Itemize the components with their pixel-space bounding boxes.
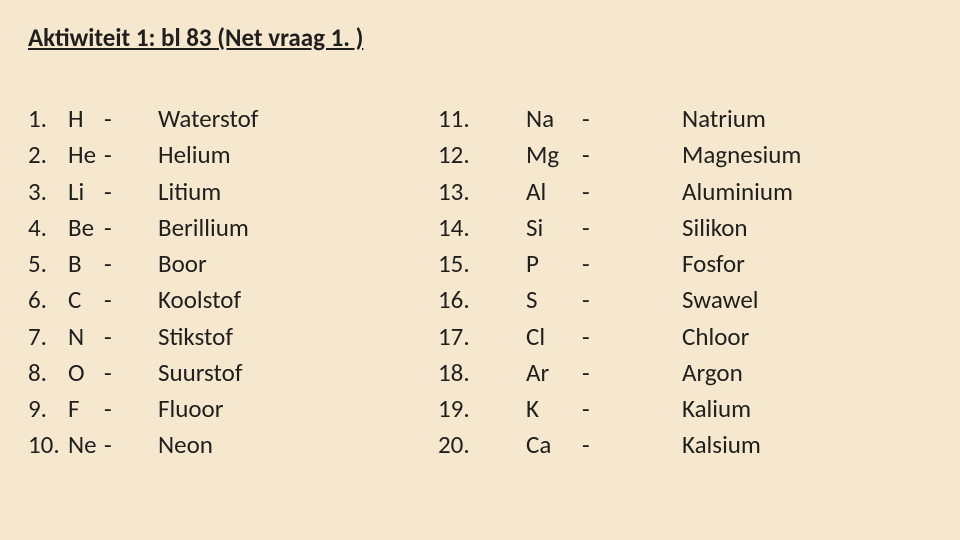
cell-number: 8. xyxy=(28,355,68,391)
cell-number: 9. xyxy=(28,391,68,427)
cell-symbol: Be xyxy=(68,210,104,246)
cell-dash: - xyxy=(582,391,682,427)
cell-symbol: Ca xyxy=(526,427,582,463)
cell-symbol: B xyxy=(68,246,104,282)
cell-symbol: Al xyxy=(526,174,582,210)
cell-dash: - xyxy=(582,101,682,137)
col-left-number: 1. 2. 3. 4. 5. 6. 7. 8. 9. 10. xyxy=(28,101,68,464)
cell-number: 12. xyxy=(438,137,526,173)
cell-dash: - xyxy=(104,137,158,173)
cell-name: Berillium xyxy=(158,210,438,246)
cell-dash: - xyxy=(104,427,158,463)
cell-symbol: C xyxy=(68,282,104,318)
cell-dash: - xyxy=(582,319,682,355)
cell-name: Boor xyxy=(158,246,438,282)
cell-name: Swawel xyxy=(682,282,882,318)
cell-name: Koolstof xyxy=(158,282,438,318)
cell-name: Stikstof xyxy=(158,319,438,355)
col-right-symbol: Na Mg Al Si P S Cl Ar K Ca xyxy=(526,101,582,464)
col-right-name: Natrium Magnesium Aluminium Silikon Fosf… xyxy=(682,101,882,464)
cell-name: Magnesium xyxy=(682,137,882,173)
cell-name: Suurstof xyxy=(158,355,438,391)
cell-symbol: Si xyxy=(526,210,582,246)
cell-symbol: Cl xyxy=(526,319,582,355)
cell-dash: - xyxy=(104,174,158,210)
cell-number: 7. xyxy=(28,319,68,355)
col-right-number: 11. 12. 13. 14. 15. 16. 17. 18. 19. 20. xyxy=(438,101,526,464)
cell-dash: - xyxy=(104,391,158,427)
cell-dash: - xyxy=(104,210,158,246)
cell-dash: - xyxy=(104,246,158,282)
cell-number: 14. xyxy=(438,210,526,246)
cell-dash: - xyxy=(104,101,158,137)
cell-name: Neon xyxy=(158,427,438,463)
cell-dash: - xyxy=(582,355,682,391)
cell-number: 19. xyxy=(438,391,526,427)
cell-name: Helium xyxy=(158,137,438,173)
cell-dash: - xyxy=(104,282,158,318)
cell-dash: - xyxy=(582,427,682,463)
cell-dash: - xyxy=(582,246,682,282)
cell-dash: - xyxy=(104,319,158,355)
cell-name: Aluminium xyxy=(682,174,882,210)
cell-symbol: F xyxy=(68,391,104,427)
cell-dash: - xyxy=(582,282,682,318)
cell-number: 2. xyxy=(28,137,68,173)
cell-symbol: Ne xyxy=(68,427,104,463)
element-list: 1. 2. 3. 4. 5. 6. 7. 8. 9. 10. H He Li B… xyxy=(28,101,932,464)
cell-symbol: H xyxy=(68,101,104,137)
cell-name: Kalsium xyxy=(682,427,882,463)
cell-number: 1. xyxy=(28,101,68,137)
cell-dash: - xyxy=(582,210,682,246)
cell-number: 6. xyxy=(28,282,68,318)
cell-name: Chloor xyxy=(682,319,882,355)
cell-symbol: Na xyxy=(526,101,582,137)
cell-number: 15. xyxy=(438,246,526,282)
cell-name: Litium xyxy=(158,174,438,210)
cell-number: 16. xyxy=(438,282,526,318)
cell-name: Fosfor xyxy=(682,246,882,282)
cell-symbol: K xyxy=(526,391,582,427)
cell-name: Fluoor xyxy=(158,391,438,427)
cell-name: Waterstof xyxy=(158,101,438,137)
cell-dash: - xyxy=(582,137,682,173)
cell-symbol: Ar xyxy=(526,355,582,391)
cell-number: 18. xyxy=(438,355,526,391)
cell-name: Natrium xyxy=(682,101,882,137)
cell-number: 5. xyxy=(28,246,68,282)
cell-symbol: S xyxy=(526,282,582,318)
cell-symbol: P xyxy=(526,246,582,282)
cell-symbol: He xyxy=(68,137,104,173)
cell-number: 13. xyxy=(438,174,526,210)
cell-number: 17. xyxy=(438,319,526,355)
cell-symbol: Mg xyxy=(526,137,582,173)
cell-dash: - xyxy=(582,174,682,210)
cell-name: Argon xyxy=(682,355,882,391)
page-title: Aktiwiteit 1: bl 83 (Net vraag 1. ) xyxy=(28,22,932,53)
cell-name: Silikon xyxy=(682,210,882,246)
col-left-symbol: H He Li Be B C N O F Ne xyxy=(68,101,104,464)
cell-number: 10. xyxy=(28,427,68,463)
cell-number: 20. xyxy=(438,427,526,463)
cell-number: 4. xyxy=(28,210,68,246)
cell-name: Kalium xyxy=(682,391,882,427)
cell-symbol: Li xyxy=(68,174,104,210)
cell-symbol: O xyxy=(68,355,104,391)
cell-dash: - xyxy=(104,355,158,391)
cell-symbol: N xyxy=(68,319,104,355)
col-right-dash: - - - - - - - - - - xyxy=(582,101,682,464)
col-left-dash: - - - - - - - - - - xyxy=(104,101,158,464)
cell-number: 3. xyxy=(28,174,68,210)
cell-number: 11. xyxy=(438,101,526,137)
col-left-name: Waterstof Helium Litium Berillium Boor K… xyxy=(158,101,438,464)
